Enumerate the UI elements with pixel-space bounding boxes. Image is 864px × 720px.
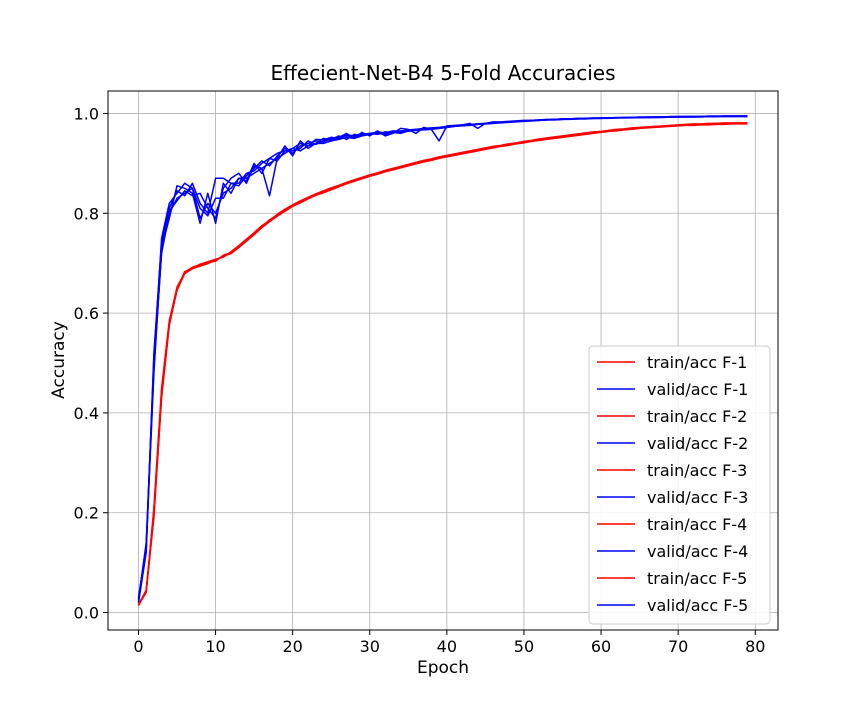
- series-line-valid-acc-f-5: [137, 115, 748, 599]
- legend: train/acc F-1 valid/acc F-1 train/acc F-2 v…: [588, 345, 771, 625]
- y-axis-label: Accuracy: [49, 321, 69, 399]
- axes: 0 10 20 30 40 50 60 70 80 0.0 0.2 0.4 0.6 0.8 1.0: [74, 90, 779, 656]
- series-line-train-acc-f-5: [137, 122, 748, 605]
- legend-label: train/acc F-1: [647, 353, 747, 372]
- x-axis-label: Epoch: [417, 658, 469, 678]
- y-tick-label: 1.0: [74, 104, 99, 123]
- legend-label: train/acc F-5: [647, 569, 747, 588]
- x-tick-label: 0: [133, 637, 143, 656]
- legend-label: valid/acc F-5: [647, 596, 748, 615]
- plot-frame: [107, 90, 779, 631]
- x-tick-label: 70: [668, 637, 688, 656]
- x-tick-label: 20: [282, 637, 302, 656]
- x-tick-label: 50: [514, 637, 534, 656]
- chart-title: Effecient-Net-B4 5-Fold Accuracies: [270, 61, 615, 85]
- x-tick-label: 60: [591, 637, 611, 656]
- legend-label: valid/acc F-2: [647, 434, 748, 453]
- y-tick-label: 0.8: [74, 204, 99, 223]
- legend-label: valid/acc F-3: [647, 488, 748, 507]
- legend-label: valid/acc F-4: [647, 542, 748, 561]
- y-tick-label: 0.2: [74, 504, 99, 523]
- y-tick-label: 0.0: [74, 604, 99, 623]
- x-tick-label: 10: [205, 637, 225, 656]
- legend-label: train/acc F-4: [647, 515, 747, 534]
- y-tick-label: 0.6: [74, 304, 99, 323]
- y-tick-label: 0.4: [74, 404, 99, 423]
- legend-label: train/acc F-2: [647, 407, 747, 426]
- x-tick-label: 40: [437, 637, 457, 656]
- series-lines: [137, 115, 748, 606]
- legend-label: valid/acc F-1: [647, 380, 748, 399]
- legend-label: train/acc F-3: [647, 461, 747, 480]
- x-tick-label: 80: [745, 637, 765, 656]
- x-tick-label: 30: [360, 637, 380, 656]
